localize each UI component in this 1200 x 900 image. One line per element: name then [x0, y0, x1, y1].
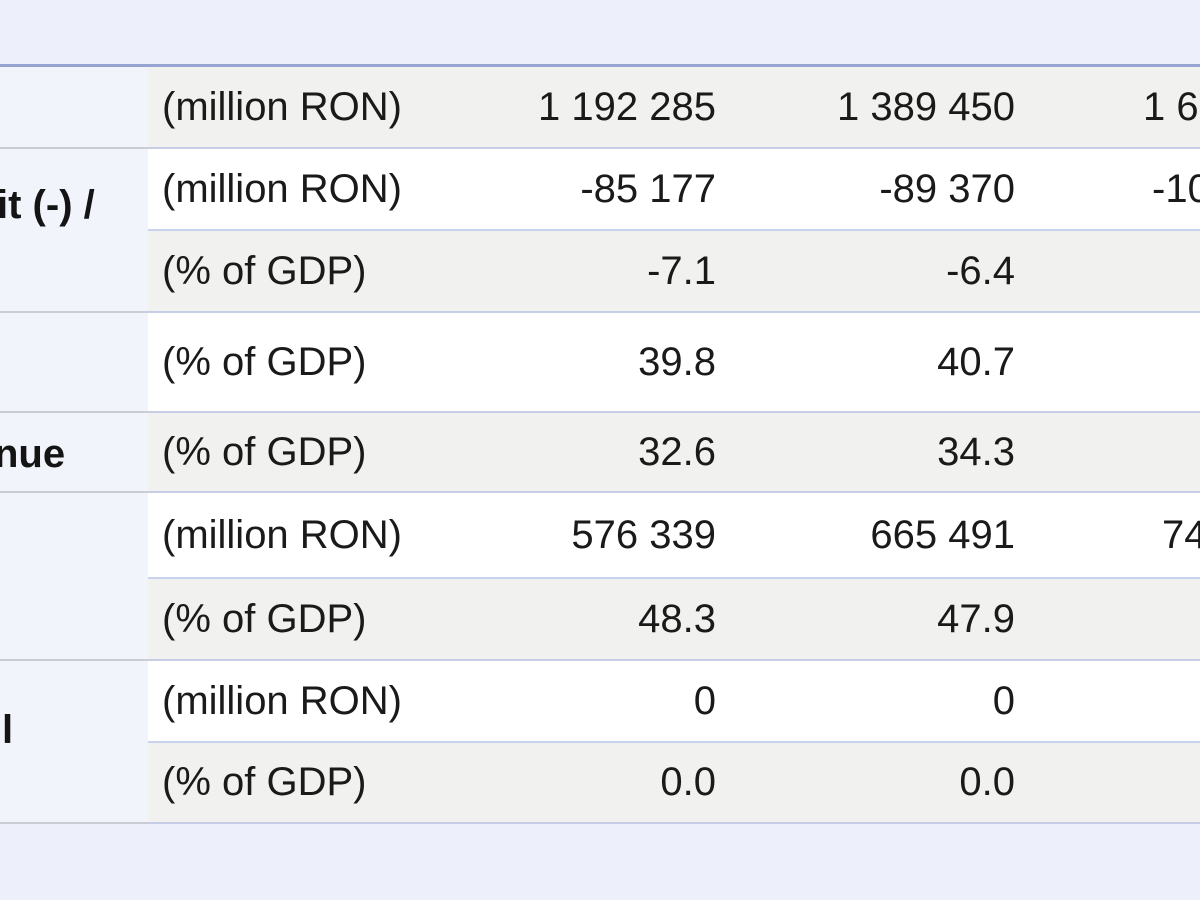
value-cell-year1: 39.8: [448, 313, 716, 411]
row-label-cell: [0, 231, 148, 311]
value-cell-year1: 1 192 285: [448, 67, 716, 147]
group-separator: [0, 147, 1200, 149]
separator-data-segment: [148, 659, 1200, 661]
group-separator: [0, 659, 1200, 661]
unit-cell: (% of GDP): [148, 579, 448, 659]
table-row: (million RON) -85 177 -89 370 -10: [0, 149, 1200, 229]
separator-data-segment: [148, 741, 1200, 743]
row-group-label-deficit: it (-) /: [0, 183, 95, 227]
group-separator: [0, 822, 1200, 824]
value-cell-year2: 47.9: [716, 579, 1015, 659]
separator-left-segment: [0, 311, 148, 313]
separator-data-segment: [148, 577, 1200, 579]
value-cell-year1: 0: [448, 661, 716, 741]
unit-cell: (% of GDP): [148, 313, 448, 411]
row-separator: [0, 741, 1200, 743]
table-row: (% of GDP) 39.8 40.7: [0, 313, 1200, 411]
group-separator: [0, 311, 1200, 313]
row-label-cell: [0, 743, 148, 822]
value-cell-year2: -6.4: [716, 231, 1015, 311]
separator-data-segment: [148, 822, 1200, 824]
value-cell-year2: -89 370: [716, 149, 1015, 229]
value-cell-year2: 665 491: [716, 493, 1015, 577]
row-label-cell: [0, 661, 148, 741]
separator-left-segment: [0, 577, 148, 579]
separator-left-segment: [0, 411, 148, 413]
unit-cell: (% of GDP): [148, 231, 448, 311]
row-label-cell: [0, 493, 148, 577]
group-separator: [0, 411, 1200, 413]
unit-cell: (million RON): [148, 149, 448, 229]
value-cell-year2: 0.0: [716, 743, 1015, 822]
value-cell-year2: 1 389 450: [716, 67, 1015, 147]
table-row: (million RON) 0 0: [0, 661, 1200, 741]
value-cell-year2: 0: [716, 661, 1015, 741]
value-cell-year3-clipped: [1015, 231, 1200, 311]
value-cell-year1: -85 177: [448, 149, 716, 229]
row-separator: [0, 577, 1200, 579]
unit-cell: (% of GDP): [148, 413, 448, 491]
table-row: (% of GDP) 48.3 47.9: [0, 579, 1200, 659]
row-label-cell: [0, 67, 148, 147]
separator-left-segment: [0, 822, 148, 824]
separator-left-segment: [0, 741, 148, 743]
separator-left-segment: [0, 147, 148, 149]
row-label-cell: [0, 149, 148, 229]
separator-data-segment: [148, 491, 1200, 493]
value-cell-year1: 0.0: [448, 743, 716, 822]
value-cell-year1: 48.3: [448, 579, 716, 659]
separator-data-segment: [148, 311, 1200, 313]
value-cell-year3-clipped: 74: [1015, 493, 1200, 577]
row-label-cell: [0, 413, 148, 491]
table-top-rule: [0, 64, 1200, 67]
unit-cell: (million RON): [148, 661, 448, 741]
value-cell-year3-clipped: [1015, 743, 1200, 822]
value-cell-year1: 32.6: [448, 413, 716, 491]
row-label-cell: [0, 579, 148, 659]
group-separator: [0, 491, 1200, 493]
row-separator: [0, 229, 1200, 231]
value-cell-year1: 576 339: [448, 493, 716, 577]
separator-data-segment: [148, 411, 1200, 413]
value-cell-year3-clipped: [1015, 579, 1200, 659]
separator-data-segment: [148, 229, 1200, 231]
table-row: (million RON) 576 339 665 491 74: [0, 493, 1200, 577]
separator-left-segment: [0, 659, 148, 661]
value-cell-year1: -7.1: [448, 231, 716, 311]
value-cell-year3-clipped: [1015, 313, 1200, 411]
separator-data-segment: [148, 147, 1200, 149]
row-group-label-revenue: nue: [0, 432, 66, 476]
value-cell-year3-clipped: [1015, 661, 1200, 741]
unit-cell: (% of GDP): [148, 743, 448, 822]
unit-cell: (million RON): [148, 493, 448, 577]
row-group-label-last: l: [2, 708, 14, 752]
value-cell-year2: 34.3: [716, 413, 1015, 491]
value-cell-year3-clipped: [1015, 413, 1200, 491]
table-bottom-band: [0, 824, 1200, 900]
table-row: (% of GDP) 32.6 34.3: [0, 413, 1200, 491]
separator-left-segment: [0, 229, 148, 231]
table-row: (% of GDP) -7.1 -6.4: [0, 231, 1200, 311]
value-cell-year3-clipped: 1 60: [1015, 67, 1200, 147]
value-cell-year2: 40.7: [716, 313, 1015, 411]
table-row: (% of GDP) 0.0 0.0: [0, 743, 1200, 822]
value-cell-year3-clipped: -10: [1015, 149, 1200, 229]
separator-left-segment: [0, 491, 148, 493]
unit-cell: (million RON): [148, 67, 448, 147]
row-label-cell: [0, 313, 148, 411]
